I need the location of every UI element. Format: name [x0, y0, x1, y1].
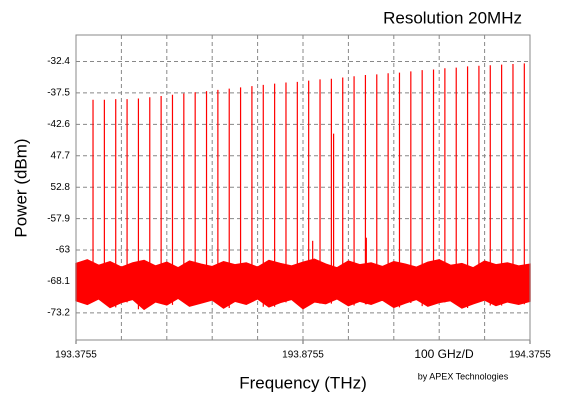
y-tick-label: 52.8: [51, 182, 71, 193]
x-tick-label: 193.3755: [55, 350, 97, 361]
x-tick-label: 193.8755: [282, 350, 324, 361]
y-tick-label: -73.2: [47, 308, 70, 319]
noise-floor: [75, 258, 531, 311]
plot-frame: [75, 34, 531, 341]
credit: by APEX Technologies: [418, 371, 509, 381]
y-tick-label: -32.4: [47, 56, 70, 67]
y-tick-label: -37.5: [47, 88, 70, 99]
y-tick-label: -42.6: [47, 119, 70, 130]
y-tick-label: 47.7: [51, 150, 71, 161]
x-tick-label: 194.3755: [509, 350, 551, 361]
y-axis-label: Power (dBm): [11, 138, 30, 237]
chart-title: Resolution 20MHz: [383, 8, 522, 27]
y-tick-label: -57.9: [47, 213, 70, 224]
y-tick-label: -63: [56, 245, 71, 256]
division-label: 100 GHz/D: [414, 347, 474, 361]
y-tick-label: -68.1: [47, 276, 70, 287]
x-axis-label: Frequency (THz): [239, 373, 367, 392]
